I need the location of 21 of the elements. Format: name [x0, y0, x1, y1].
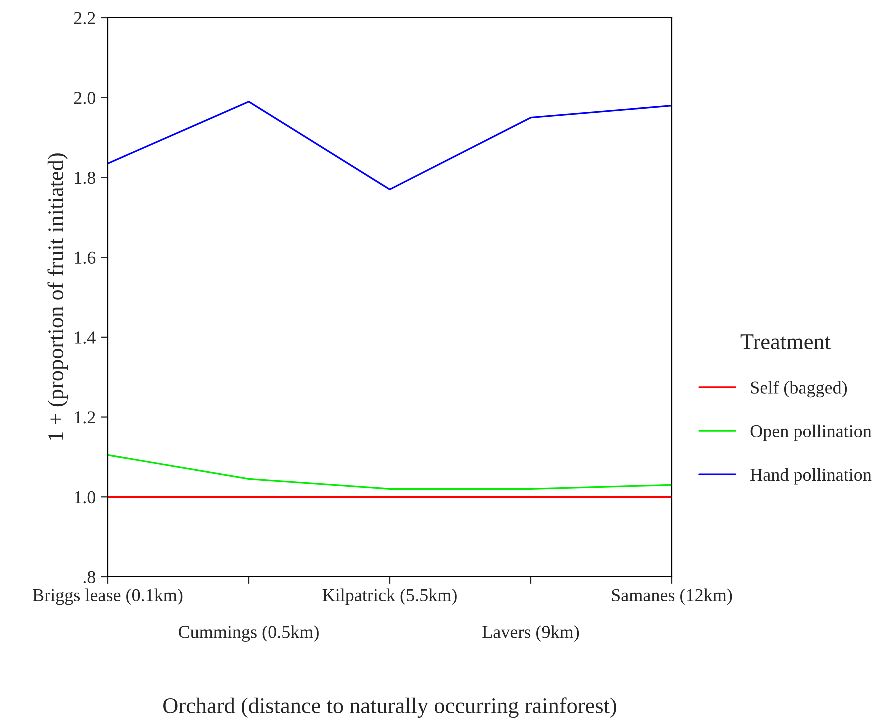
x-tick-label: Samanes (12km): [612, 588, 732, 606]
legend-title: Treatment: [740, 334, 831, 350]
x-tick-label: Cummings (0.5km): [179, 626, 319, 642]
y-tick-label: 2.2: [74, 12, 96, 25]
line-series: [108, 101, 672, 191]
y-tick-label: 1.2: [75, 412, 96, 424]
legend-label: Open pollination: [750, 424, 872, 442]
y-tick-label: 1.6: [75, 252, 96, 264]
y-tick-label: .8: [84, 571, 96, 584]
legend-label: Self (bagged): [751, 381, 848, 398]
x-tick-label: Lavers (9km): [482, 626, 580, 642]
x-tick-label: Briggs lease (0.1km): [33, 588, 183, 606]
y-tick-label: 1.8: [75, 172, 96, 184]
y-axis-title: 1 + (proportion of fruit initiated): [48, 154, 68, 440]
y-tick-label: 2.0: [74, 92, 96, 104]
y-tick-label: 1.0: [75, 491, 96, 504]
legend-label: Hand pollination: [750, 468, 872, 485]
x-tick-label: Kilpatrick (5.5km): [322, 588, 457, 606]
y-tick-label: 1.4: [75, 332, 96, 344]
line-series: [108, 454, 672, 490]
x-axis-title: Orchard (distance to naturally occurring rainforest): [164, 698, 616, 718]
